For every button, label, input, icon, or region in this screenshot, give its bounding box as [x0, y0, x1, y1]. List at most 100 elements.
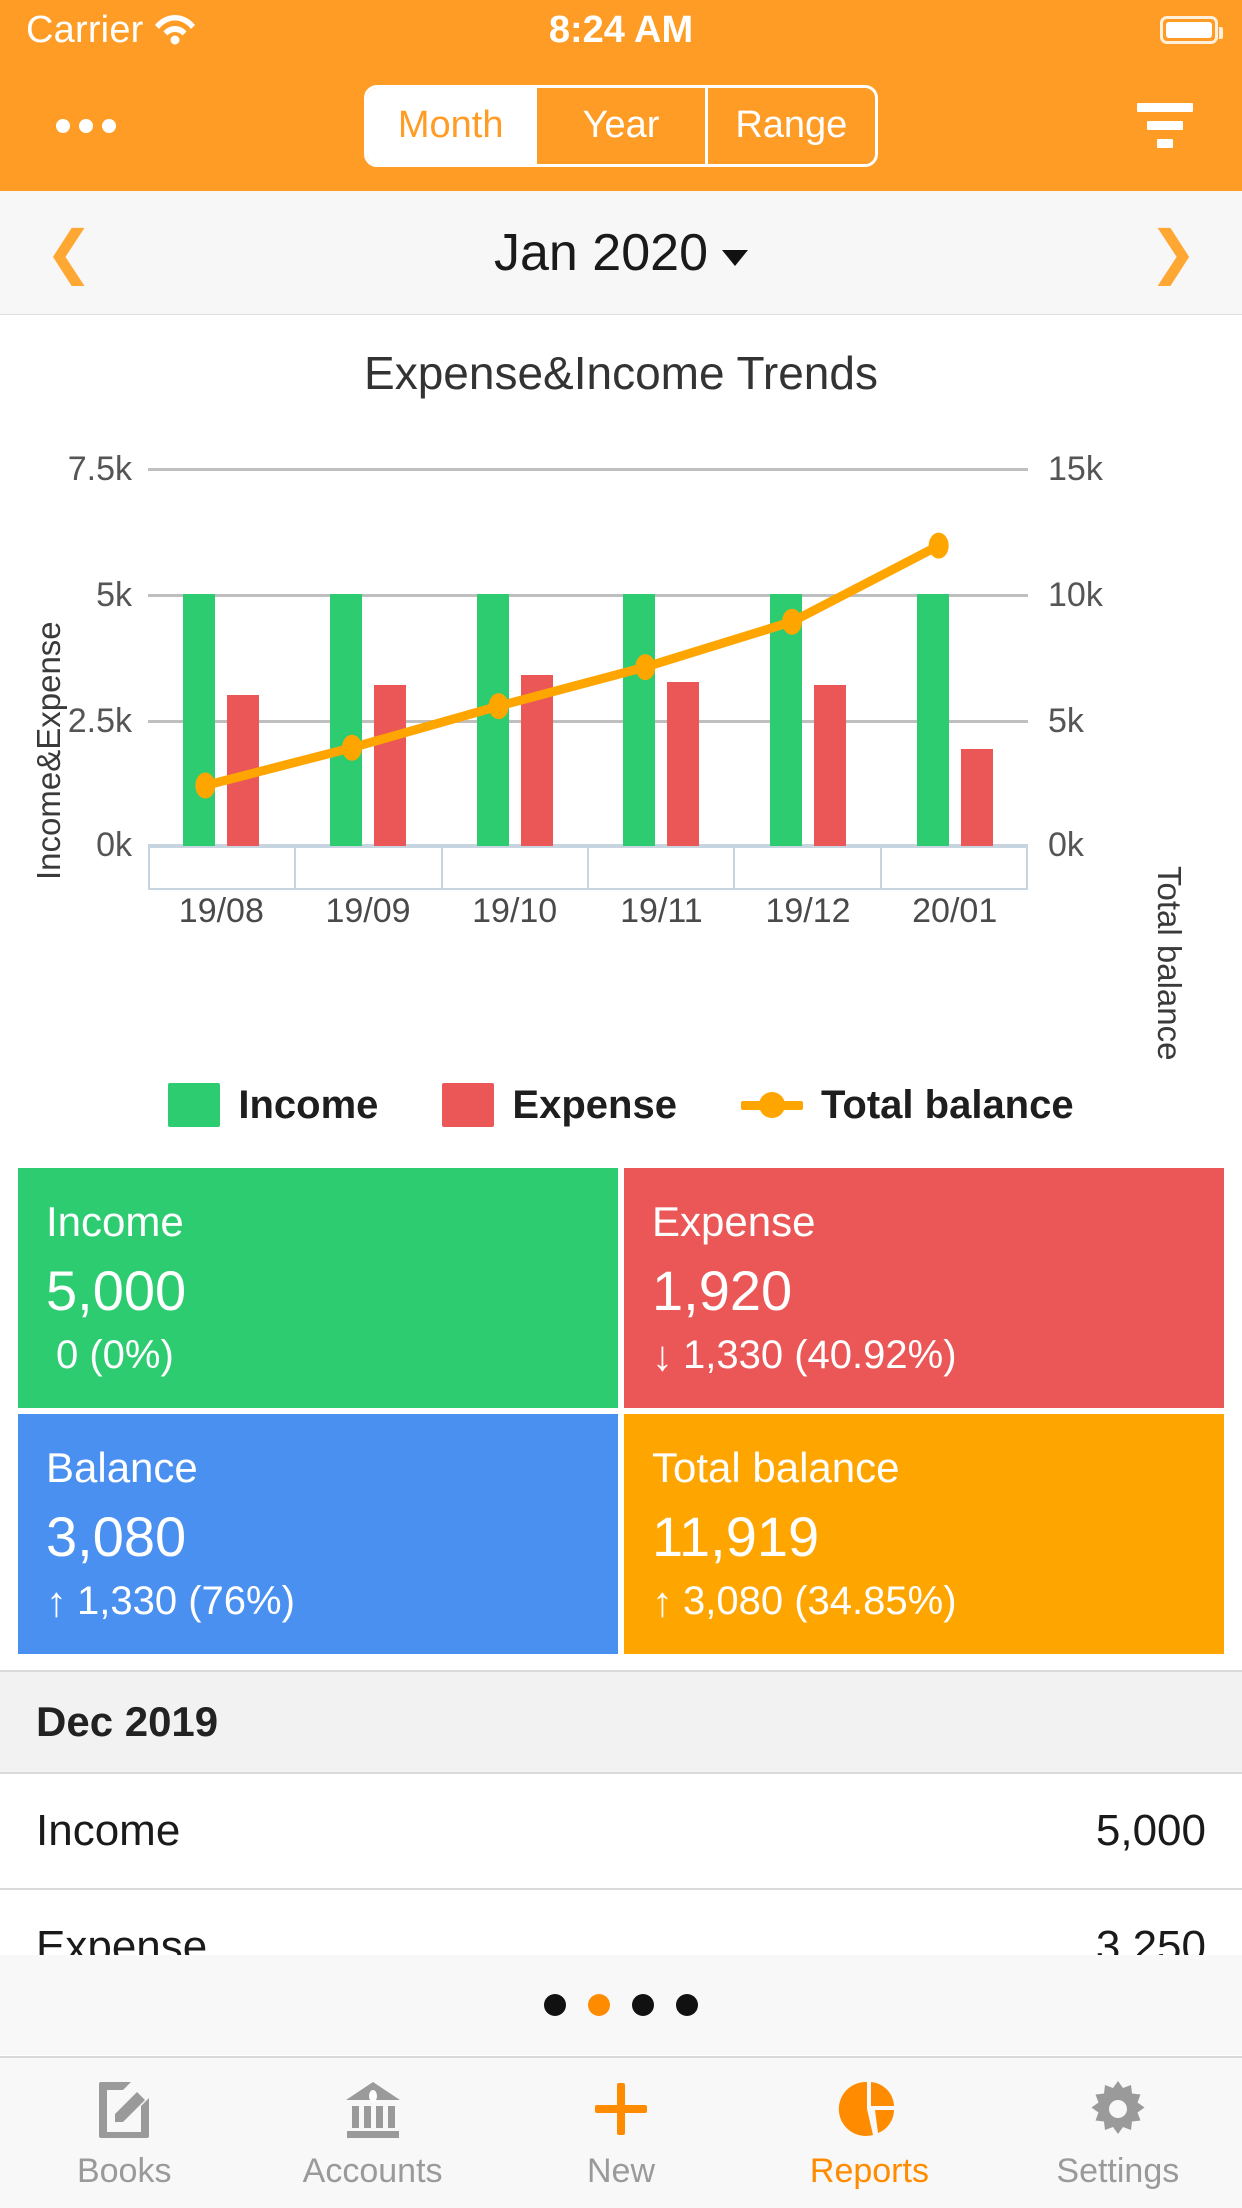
bar-income — [183, 594, 216, 846]
card-delta-total-balance: ↑ 3,080 (34.85%) — [652, 1579, 1196, 1624]
legend-item-income: Income — [168, 1083, 378, 1128]
summary-card-balance[interactable]: Balance 3,080 ↑ 1,330 (76%) — [18, 1414, 618, 1654]
page-dot[interactable] — [544, 1994, 566, 2016]
list-item[interactable]: Income 5,000 — [0, 1774, 1242, 1890]
battery-full-icon — [1160, 16, 1223, 44]
bar-expense — [374, 684, 406, 846]
page-indicator — [0, 1955, 1242, 2055]
status-bar: Carrier 8:24 AM — [0, 0, 1242, 60]
bar-expense — [814, 684, 847, 846]
summary-card-income[interactable]: Income 5,000 0 (0%) — [18, 1168, 618, 1408]
card-delta-text-balance: 1,330 (76%) — [77, 1579, 295, 1623]
list-item-value: 3,250 — [1095, 1922, 1206, 1960]
date-nav-bar: ❮ Jan 2020 ❯ — [0, 191, 1242, 315]
total-balance-point — [342, 734, 362, 761]
filter-icon[interactable] — [1130, 91, 1200, 161]
status-bar-right — [1160, 16, 1223, 44]
chart-title: Expense&Income Trends — [364, 347, 878, 399]
card-title-balance: Balance — [46, 1444, 198, 1491]
segment-month[interactable]: Month — [367, 87, 535, 164]
card-value-expense: 1,920 — [652, 1259, 793, 1322]
legend-item-expense: Expense — [442, 1083, 677, 1128]
card-delta-income: 0 (0%) — [46, 1333, 590, 1378]
total-balance-point — [635, 654, 656, 681]
tab-reports[interactable]: Reports — [745, 2058, 993, 2208]
chart-gridlines — [148, 468, 1028, 847]
total-balance-point — [195, 772, 216, 799]
chevron-right-icon[interactable]: ❯ — [1148, 219, 1198, 285]
card-delta-expense: ↓ 1,330 (40.92%) — [652, 1333, 1196, 1378]
bar-group — [588, 468, 735, 846]
total-balance-point — [782, 608, 802, 635]
tab-label-books: Books — [76, 2151, 172, 2190]
legend-label-income: Income — [238, 1082, 379, 1127]
x-axis-tick-label: 19/08 — [178, 892, 264, 930]
x-axis-tick-label: 19/09 — [325, 892, 411, 930]
card-delta-text-income: 0 (0%) — [56, 1333, 174, 1377]
card-title-expense: Expense — [652, 1198, 816, 1245]
tab-settings[interactable]: Settings — [994, 2058, 1242, 2208]
card-delta-arrow-expense: ↓ — [652, 1331, 673, 1379]
x-axis-tick-label: 19/10 — [472, 892, 558, 930]
segment-range[interactable]: Range — [704, 87, 875, 164]
page-dot[interactable] — [632, 1994, 654, 2016]
x-axis-tick-label: 19/11 — [620, 892, 703, 930]
date-period-selector[interactable]: Jan 2020 — [494, 223, 748, 283]
card-delta-text-expense: 1,330 (40.92%) — [683, 1333, 957, 1377]
chevron-left-icon[interactable]: ❮ — [44, 219, 94, 285]
bar-income — [623, 594, 656, 846]
legend-swatch-expense — [442, 1083, 495, 1127]
list-section-header: Dec 2019 — [0, 1670, 1242, 1774]
legend-label-expense: Expense — [512, 1082, 677, 1127]
period-segmented-control[interactable]: Month Year Range — [364, 84, 878, 167]
summary-card-expense[interactable]: Expense 1,920 ↓ 1,330 (40.92%) — [624, 1168, 1224, 1408]
bar-group — [735, 468, 882, 846]
bar-expense — [960, 749, 993, 846]
chart-plot-area: Income&Expense Total balance 7.5k 5k 2.5… — [0, 400, 1242, 1100]
list-item-label: Income — [36, 1806, 181, 1855]
segment-year[interactable]: Year — [534, 87, 704, 164]
tab-accounts[interactable]: Accounts — [248, 2058, 496, 2208]
y-tick-right-1: 5k — [1048, 702, 1084, 740]
x-axis-tick-label: 20/01 — [912, 892, 998, 930]
x-axis — [148, 846, 1028, 890]
bar-expense — [667, 682, 700, 846]
status-bar-time: 8:24 AM — [548, 8, 694, 51]
page-dot[interactable] — [676, 1994, 698, 2016]
x-axis-labels: 19/08 19/09 19/10 19/11 19/12 20/01 — [148, 892, 1028, 931]
page-dot[interactable] — [588, 1994, 610, 2016]
total-balance-point — [488, 693, 509, 720]
total-balance-line — [195, 532, 949, 799]
tab-label-reports: Reports — [809, 2151, 929, 2190]
tab-new[interactable]: New — [497, 2058, 745, 2208]
y-axis-label-right: Total balance — [1151, 866, 1188, 1061]
card-delta-text-total-balance: 3,080 (34.85%) — [683, 1579, 957, 1623]
bar-income — [770, 594, 803, 846]
bank-icon — [342, 2076, 404, 2142]
card-title-total-balance: Total balance — [652, 1444, 900, 1491]
y-tick-left-1: 2.5k — [67, 702, 132, 740]
bar-group — [881, 468, 1028, 846]
bar-income — [330, 594, 362, 846]
bar-group — [441, 468, 588, 846]
wifi-icon — [154, 11, 196, 50]
more-dots-icon[interactable] — [46, 101, 126, 151]
tab-label-new: New — [587, 2151, 656, 2190]
tab-bar: Books Accounts — [0, 2056, 1242, 2208]
status-bar-left: Carrier — [26, 9, 196, 52]
card-title-income: Income — [46, 1198, 184, 1245]
period-detail-list: Dec 2019 Income 5,000 Expense 3,250 — [0, 1670, 1242, 1960]
y-tick-right-2: 10k — [1048, 576, 1103, 614]
bar-group — [295, 468, 442, 846]
list-item[interactable]: Expense 3,250 — [0, 1890, 1242, 1960]
books-edit-icon — [95, 2076, 153, 2142]
legend-swatch-income — [168, 1083, 221, 1127]
list-item-label: Expense — [36, 1922, 208, 1960]
summary-card-total-balance[interactable]: Total balance 11,919 ↑ 3,080 (34.85%) — [624, 1414, 1224, 1654]
card-delta-arrow-balance: ↑ — [46, 1577, 67, 1625]
list-item-value: 5,000 — [1095, 1806, 1206, 1855]
card-value-total-balance: 11,919 — [652, 1505, 820, 1568]
tab-label-accounts: Accounts — [302, 2151, 443, 2190]
tab-books[interactable]: Books — [0, 2058, 248, 2208]
